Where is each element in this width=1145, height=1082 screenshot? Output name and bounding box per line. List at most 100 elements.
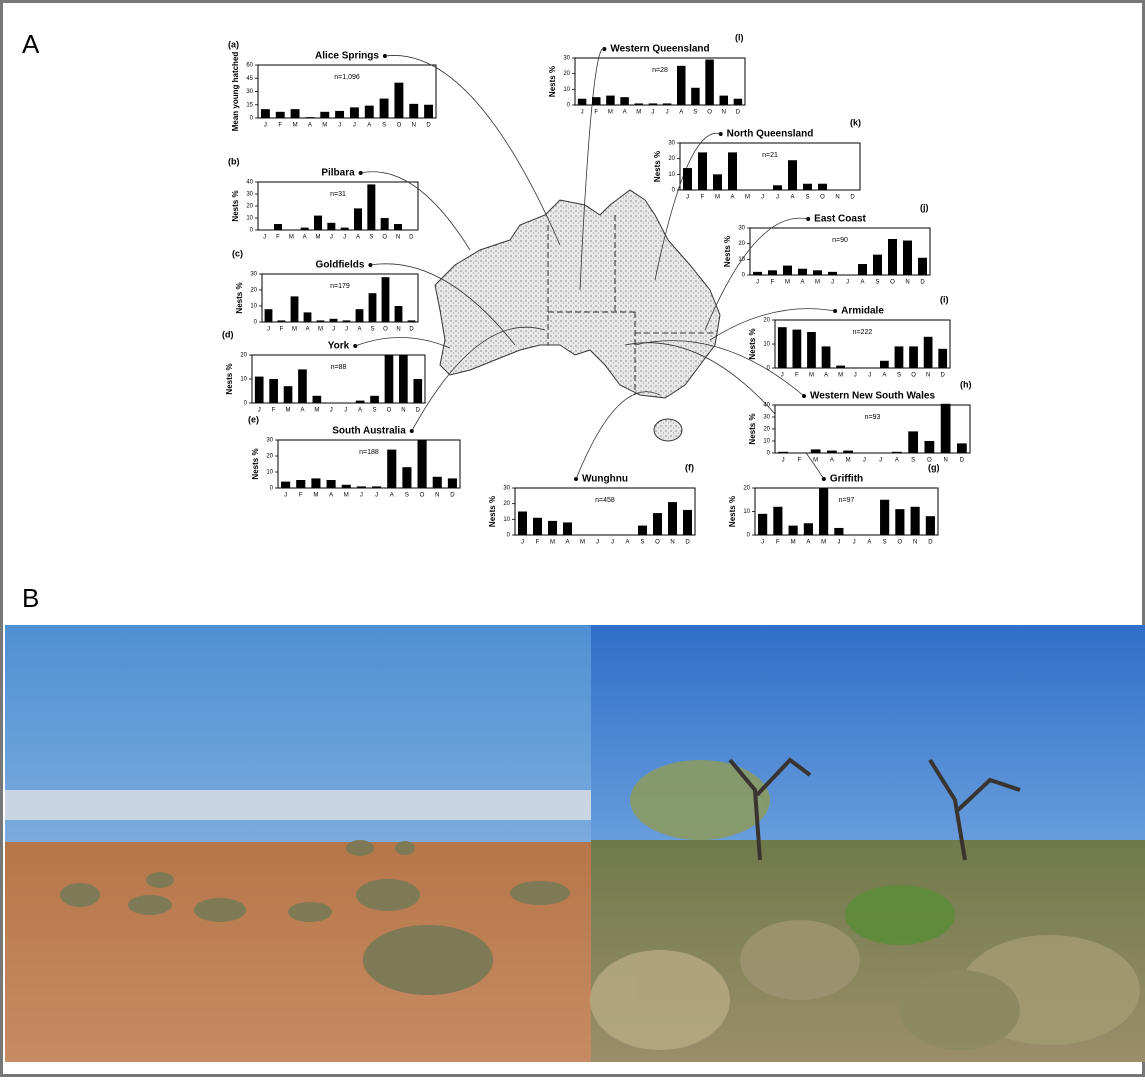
bar — [788, 525, 798, 535]
bar — [518, 511, 527, 535]
x-tick-label: A — [300, 408, 304, 414]
y-axis-label: Nests % — [488, 496, 497, 527]
x-tick-label: J — [343, 235, 346, 241]
x-tick-label: A — [367, 123, 371, 129]
x-tick-label: N — [913, 540, 917, 546]
x-tick-label: A — [356, 235, 360, 241]
x-tick-label: J — [284, 493, 287, 499]
bar — [372, 486, 382, 488]
bar — [563, 522, 572, 535]
x-tick-label: J — [761, 195, 764, 201]
tasmania — [653, 418, 683, 442]
x-tick-label: M — [846, 458, 851, 464]
x-tick-label: J — [264, 123, 267, 129]
bar — [836, 365, 845, 368]
bar-chart: Western Queensland (l) n=28 Nests % 0 10 20 30 J… — [548, 32, 746, 291]
x-tick-label: A — [806, 540, 810, 546]
y-tick-label: 0 — [250, 116, 254, 122]
bar — [923, 336, 933, 368]
x-tick-label: A — [800, 280, 804, 286]
bar — [387, 449, 397, 488]
bar — [370, 395, 379, 403]
x-tick-label: M — [286, 408, 291, 414]
bar — [758, 513, 768, 535]
panel-letter: (i) — [940, 294, 949, 304]
plot-frame — [261, 273, 419, 323]
connector — [575, 391, 661, 480]
y-tick-label: 10 — [743, 509, 750, 515]
x-tick-label: F — [776, 540, 780, 546]
x-tick-label: O — [387, 408, 392, 414]
connector — [654, 132, 721, 281]
x-tick-label: J — [267, 327, 270, 333]
x-tick-label: M — [289, 235, 294, 241]
bar — [303, 312, 312, 322]
x-tick-label: F — [272, 408, 276, 414]
plot-frame — [574, 57, 746, 106]
bar — [798, 268, 807, 275]
x-tick-label: A — [303, 235, 307, 241]
x-tick-label: M — [318, 327, 323, 333]
x-tick-label: O — [927, 458, 932, 464]
bar — [691, 87, 700, 105]
y-tick-label: 30 — [246, 89, 253, 95]
chart-title: East Coast — [814, 214, 866, 225]
panel-label: A — [22, 29, 40, 59]
bar-chart: Western New South Wales (h) n=93 Nests % 0 10… — [634, 340, 972, 464]
y-tick-label: 0 — [244, 401, 248, 407]
bar — [788, 160, 797, 190]
bar — [777, 327, 787, 368]
x-tick-label: J — [781, 373, 784, 379]
x-tick-label: M — [715, 195, 720, 201]
x-tick-label: M — [292, 327, 297, 333]
x-tick-label: O — [707, 110, 712, 116]
x-tick-label: J — [345, 327, 348, 333]
y-tick-label: 20 — [246, 204, 253, 210]
x-tick-label: N — [670, 540, 674, 546]
y-tick-label: 0 — [507, 533, 511, 539]
x-tick-label: F — [798, 458, 802, 464]
connector — [704, 217, 809, 331]
chart-title: Griffith — [830, 474, 863, 485]
y-axis-label: Nests % — [225, 363, 234, 394]
bar — [384, 355, 394, 403]
bar — [367, 184, 376, 230]
y-tick-label: 20 — [503, 501, 510, 507]
connector — [411, 326, 546, 432]
n-label: n=28 — [652, 67, 668, 74]
x-tick-label: J — [782, 458, 785, 464]
x-tick-label: D — [409, 327, 414, 333]
x-tick-label: N — [435, 493, 439, 499]
y-axis-label: Nests % — [728, 496, 737, 527]
x-tick-label: D — [920, 280, 925, 286]
bar — [447, 478, 457, 488]
bar — [349, 107, 359, 118]
bar — [548, 520, 557, 535]
bar — [533, 517, 542, 535]
n-label: n=188 — [359, 449, 379, 456]
bar — [254, 376, 264, 403]
chart-title: Alice Springs — [315, 51, 379, 62]
x-tick-label: M — [293, 123, 298, 129]
bar — [335, 110, 345, 118]
y-tick-label: 45 — [246, 76, 253, 82]
bar — [662, 103, 672, 105]
bar — [290, 109, 300, 118]
bar — [818, 183, 827, 190]
bar — [379, 98, 389, 118]
y-tick-label: 10 — [763, 342, 770, 348]
y-tick-label: 20 — [743, 486, 750, 492]
y-tick-label: 10 — [266, 470, 273, 476]
bar — [381, 277, 390, 322]
bar — [894, 346, 904, 368]
x-tick-label: J — [521, 540, 524, 546]
y-tick-label: 10 — [246, 216, 253, 222]
bar — [873, 254, 882, 275]
x-tick-label: N — [835, 195, 839, 201]
photo-left — [5, 625, 591, 1062]
bar — [399, 355, 408, 403]
chart-title: York — [328, 341, 350, 352]
x-tick-label: F — [795, 373, 799, 379]
x-tick-label: M — [344, 493, 349, 499]
x-tick-label: J — [581, 110, 584, 116]
